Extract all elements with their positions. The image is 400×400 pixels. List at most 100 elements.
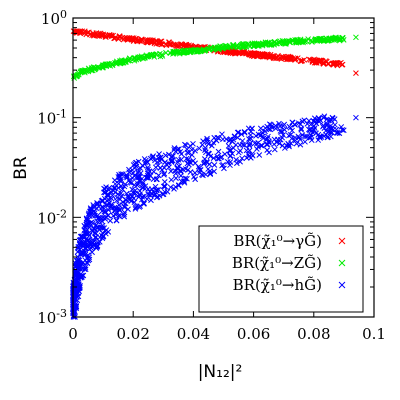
marker-stroke [285,55,292,62]
data-point [297,58,304,64]
marker-stroke [90,225,97,232]
data-point [107,217,114,224]
marker-stroke [338,124,345,130]
data-point [148,197,154,204]
data-point [271,141,277,148]
data-point [159,166,165,173]
marker-stroke [315,137,322,143]
data-point [243,155,250,161]
marker-stroke [217,154,224,161]
data-point [120,59,127,66]
marker-stroke [113,217,120,224]
data-point [241,142,248,149]
marker-stroke [108,33,115,40]
data-point [152,157,158,164]
data-point [117,196,123,203]
marker-stroke [168,176,175,183]
marker-stroke [137,192,143,198]
marker-stroke [237,158,243,165]
marker-stroke [205,150,212,157]
data-point [239,155,245,162]
marker-stroke [320,60,326,66]
data-point [79,68,86,74]
marker-stroke [255,40,261,47]
y-tick-exponent: -3 [56,307,67,320]
data-point [206,161,213,168]
data-point [210,155,217,162]
marker-stroke [334,130,341,136]
marker-stroke [92,212,98,219]
marker-stroke [90,32,97,38]
data-point [118,171,124,177]
data-point [79,69,86,75]
marker-stroke [115,204,122,211]
data-point [294,37,300,43]
data-point [302,133,308,140]
data-point [199,171,205,178]
marker-stroke [292,137,299,144]
marker-stroke [299,118,306,125]
marker-stroke [298,126,305,133]
marker-stroke [111,204,118,211]
marker-stroke [299,57,306,64]
marker-stroke [131,172,138,179]
marker-stroke [157,53,164,60]
data-point [309,129,316,136]
data-point [76,257,83,264]
data-point [145,191,152,198]
data-point [249,125,255,132]
data-point [176,146,182,152]
marker-stroke [277,55,283,61]
data-point [124,174,130,181]
data-point [77,274,84,281]
marker-stroke [222,151,228,157]
data-point [130,190,137,197]
marker-stroke [315,131,322,138]
marker-stroke [161,179,168,185]
y-axis-label: BR [11,156,31,180]
data-point [157,53,164,60]
marker-stroke [227,159,234,165]
marker-stroke [253,140,260,147]
marker-stroke [224,159,231,165]
marker-stroke [116,33,123,40]
marker-stroke [325,60,332,67]
marker-stroke [290,37,296,44]
marker-stroke [263,41,269,48]
data-point [276,40,282,47]
data-point [253,140,260,147]
marker-stroke [163,161,170,168]
data-point [107,32,113,39]
marker-stroke [136,174,143,181]
marker-stroke [72,264,79,270]
marker-stroke [249,50,255,57]
marker-stroke [319,123,326,130]
marker-stroke [301,38,307,45]
marker-stroke [259,40,266,47]
data-point [79,260,86,266]
data-point [172,170,179,177]
marker-stroke [94,205,100,212]
data-point [177,41,184,48]
data-point [306,117,312,124]
data-point [215,135,222,141]
marker-stroke [168,159,175,165]
data-point [74,297,81,304]
data-point [135,158,142,165]
marker-stroke [215,148,222,155]
data-point [299,57,306,64]
marker-stroke [177,148,184,155]
data-point [184,175,190,182]
data-point [303,38,310,44]
data-point [150,38,156,45]
marker-stroke [94,224,101,231]
data-point [178,156,185,163]
marker-stroke [260,133,266,140]
data-point [317,117,324,124]
marker-stroke [191,173,197,180]
marker-stroke [121,204,128,211]
marker-stroke [144,170,151,177]
marker-stroke [276,39,282,46]
marker-stroke [168,168,174,175]
data-point [92,234,99,241]
